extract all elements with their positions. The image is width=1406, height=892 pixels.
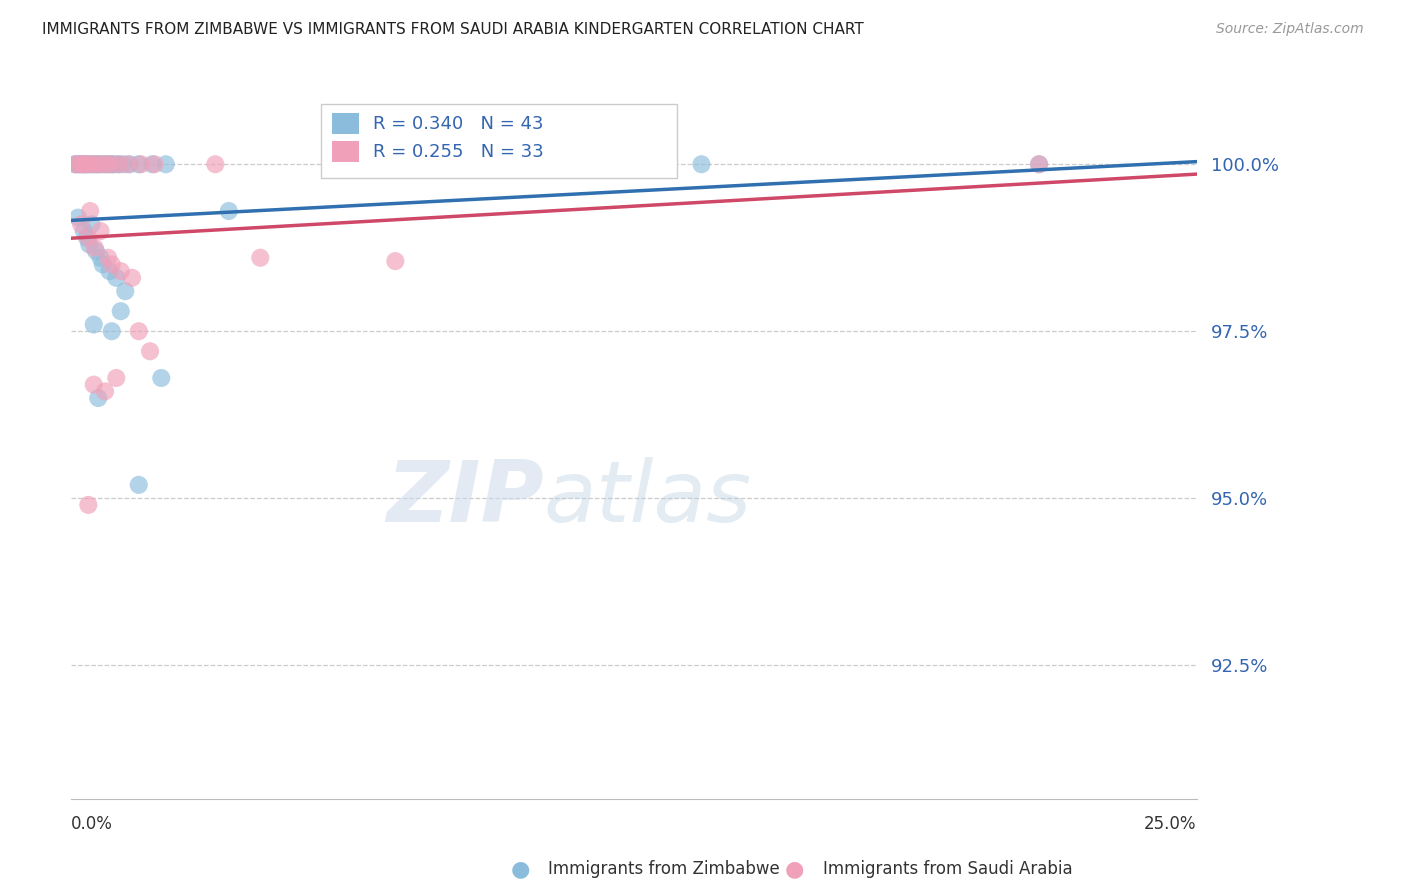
- Point: [128, 478, 150, 492]
- Point: [100, 324, 122, 338]
- Point: [75, 157, 97, 171]
- FancyBboxPatch shape: [332, 141, 360, 162]
- Point: [128, 324, 150, 338]
- Text: Immigrants from Zimbabwe: Immigrants from Zimbabwe: [548, 860, 780, 878]
- Point: [100, 157, 122, 171]
- Point: [80, 157, 103, 171]
- Text: ●: ●: [785, 859, 804, 879]
- Point: [117, 157, 139, 171]
- Point: [96, 157, 118, 171]
- Point: [89, 157, 111, 171]
- Point: [111, 157, 134, 171]
- Point: [139, 344, 162, 359]
- Text: atlas: atlas: [544, 457, 752, 540]
- Point: [73, 157, 96, 171]
- Point: [83, 318, 105, 332]
- Point: [141, 157, 163, 171]
- Point: [129, 157, 152, 171]
- Y-axis label: Kindergarten: Kindergarten: [0, 377, 8, 485]
- Point: [100, 157, 122, 171]
- Point: [218, 204, 240, 219]
- Point: [96, 157, 118, 171]
- Point: [72, 157, 94, 171]
- Point: [87, 391, 110, 405]
- Point: [70, 218, 93, 232]
- Point: [77, 157, 100, 171]
- Text: R = 0.340   N = 43: R = 0.340 N = 43: [373, 114, 543, 133]
- Point: [80, 218, 103, 232]
- Point: [77, 231, 100, 245]
- Text: ZIP: ZIP: [387, 457, 544, 540]
- Point: [66, 157, 89, 171]
- Point: [98, 157, 121, 171]
- Point: [79, 204, 101, 219]
- Point: [83, 377, 105, 392]
- Point: [98, 264, 121, 278]
- Point: [77, 237, 100, 252]
- Point: [100, 257, 122, 271]
- Text: R = 0.255   N = 33: R = 0.255 N = 33: [373, 143, 544, 161]
- Point: [70, 157, 93, 171]
- Point: [110, 304, 132, 318]
- Point: [65, 157, 87, 171]
- Point: [84, 244, 107, 258]
- Point: [84, 157, 107, 171]
- Point: [114, 284, 136, 298]
- Text: 0.0%: 0.0%: [72, 815, 112, 833]
- Point: [79, 157, 101, 171]
- FancyBboxPatch shape: [321, 104, 676, 178]
- Point: [89, 224, 111, 238]
- Text: Immigrants from Saudi Arabia: Immigrants from Saudi Arabia: [823, 860, 1073, 878]
- Point: [67, 157, 90, 171]
- Point: [105, 371, 128, 385]
- Point: [87, 157, 110, 171]
- Point: [384, 254, 406, 268]
- Point: [121, 270, 143, 285]
- Point: [150, 371, 173, 385]
- Text: IMMIGRANTS FROM ZIMBABWE VS IMMIGRANTS FROM SAUDI ARABIA KINDERGARTEN CORRELATIO: IMMIGRANTS FROM ZIMBABWE VS IMMIGRANTS F…: [42, 22, 863, 37]
- Point: [91, 257, 114, 271]
- Point: [94, 384, 117, 399]
- Point: [63, 157, 86, 171]
- Point: [67, 157, 90, 171]
- Point: [107, 157, 129, 171]
- Point: [204, 157, 226, 171]
- Point: [82, 157, 104, 171]
- Point: [66, 211, 89, 225]
- Point: [110, 264, 132, 278]
- Point: [128, 157, 150, 171]
- Point: [89, 157, 111, 171]
- Point: [107, 157, 129, 171]
- Point: [97, 251, 120, 265]
- Point: [118, 157, 141, 171]
- Text: 25.0%: 25.0%: [1144, 815, 1197, 833]
- Point: [690, 157, 713, 171]
- Point: [1028, 157, 1050, 171]
- FancyBboxPatch shape: [332, 112, 360, 134]
- Point: [249, 251, 271, 265]
- Point: [103, 157, 125, 171]
- Point: [73, 224, 96, 238]
- Point: [76, 157, 98, 171]
- Point: [77, 498, 100, 512]
- Point: [1028, 157, 1050, 171]
- Point: [93, 157, 115, 171]
- Point: [84, 157, 107, 171]
- Point: [155, 157, 177, 171]
- Point: [143, 157, 166, 171]
- Point: [73, 157, 96, 171]
- Text: Source: ZipAtlas.com: Source: ZipAtlas.com: [1216, 22, 1364, 37]
- Point: [105, 270, 128, 285]
- Point: [76, 231, 98, 245]
- Text: ●: ●: [510, 859, 530, 879]
- Point: [83, 241, 105, 255]
- Point: [89, 251, 111, 265]
